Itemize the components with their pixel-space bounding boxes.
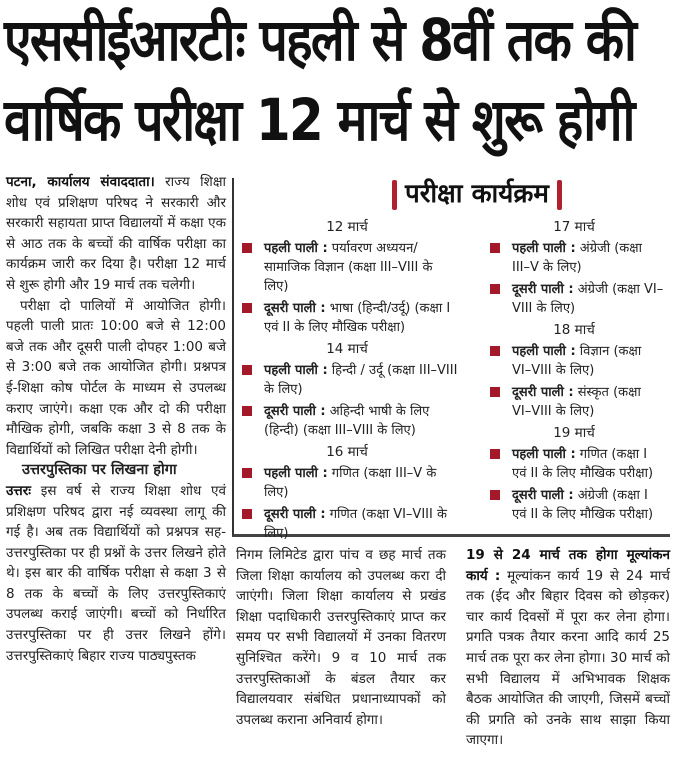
bullet-square-icon <box>242 365 252 375</box>
bullet-square-icon <box>490 449 500 459</box>
shift-label: पहली पाली : <box>264 241 328 256</box>
shift-label: दूसरी पाली : <box>264 507 326 522</box>
schedule-item: दूसरी पाली : भाषा (हिन्दी/उर्दू) (कक्षा … <box>236 299 458 337</box>
exam-schedule-box: परीक्षा कार्यक्रम 12 मार्च पहली पाली : पर… <box>232 178 670 541</box>
shift-subject: गणित (कक्षा I एवं II के लिए मौखिक परीक्ष… <box>512 447 654 481</box>
subheading-answer-sheet: उत्तरपुस्तिका पर लिखना होगा <box>22 462 177 479</box>
schedule-date: 16 मार्च <box>326 444 368 460</box>
bullet-square-icon <box>490 243 500 253</box>
shift-subject: हिन्दी / उर्दू (कक्षा III–VIII के लिए) <box>264 363 458 397</box>
shift-subject: अंग्रेजी (कक्षा III–V के लिए) <box>512 241 642 275</box>
schedule-column-left: 12 मार्च पहली पाली : पर्यावरण अध्ययन/सामा… <box>236 216 458 546</box>
shift-subject: पर्यावरण अध्ययन/सामाजिक विज्ञान (कक्षा I… <box>264 241 433 294</box>
accent-bar <box>392 179 397 210</box>
shift-subject: अंग्रेजी (कक्षा I एवं II के लिए मौखिक पर… <box>512 488 654 522</box>
schedule-item: पहली पाली : गणित (कक्षा I एवं II के लिए … <box>484 445 664 483</box>
bullet-square-icon <box>490 387 500 397</box>
bullet-square-icon <box>242 509 252 519</box>
middle-column: निगम लिमिटेड द्वारा पांच व छह मार्च तक ज… <box>236 545 446 730</box>
shift-subject: संस्कृत (कक्षा VI–VIII के लिए) <box>512 385 641 419</box>
schedule-column-right: 17 मार्च पहली पाली : अंग्रेजी (कक्षा III–… <box>484 216 664 527</box>
paragraph-distribution: निगम लिमिटेड द्वारा पांच व छह मार्च तक ज… <box>236 547 446 728</box>
paragraph-evaluation: 19 से 24 मार्च तक होगा मूल्यांकन कार्य :… <box>466 547 670 749</box>
shift-label: दूसरी पाली : <box>264 404 326 419</box>
bullet-square-icon <box>490 346 500 356</box>
shift-subject: गणित (कक्षा III–V के लिए) <box>264 466 437 500</box>
shift-subject: गणित (कक्षा VI–VIII के लिए) <box>264 507 447 541</box>
schedule-item: दूसरी पाली : संस्कृत (कक्षा VI–VIII के ल… <box>484 383 664 421</box>
evaluation-heading: 19 से 24 मार्च तक होगा मूल्यांकन कार्य : <box>466 547 670 584</box>
shift-subject: विज्ञान (कक्षा VI–VIII के लिए) <box>512 344 642 378</box>
paragraph-intro: पटना, कार्यालय संवाददाता। राज्य शिक्षा श… <box>6 174 227 293</box>
bullet-square-icon <box>242 303 252 313</box>
schedule-item: दूसरी पाली : अहिन्दी भाषी के लिए (हिन्दी… <box>236 402 458 440</box>
bullet-square-icon <box>490 284 500 294</box>
shift-label: पहली पाली : <box>512 241 576 256</box>
shift-label: दूसरी पाली : <box>264 301 326 316</box>
left-column: पटना, कार्यालय संवाददाता। राज्य शिक्षा श… <box>6 172 226 666</box>
schedule-item: पहली पाली : हिन्दी / उर्दू (कक्षा III–VI… <box>236 361 458 399</box>
schedule-date: 18 मार्च <box>553 322 595 338</box>
shift-label: दूसरी पाली : <box>512 385 574 400</box>
accent-bar <box>556 179 562 210</box>
paragraph-answer-sheet: उत्तरः इस वर्ष से राज्य शिक्षा शोध एवं प… <box>6 482 226 664</box>
bullet-square-icon <box>242 468 252 478</box>
right-column: 19 से 24 मार्च तक होगा मूल्यांकन कार्य :… <box>466 545 670 751</box>
dateline: पटना, कार्यालय संवाददाता। <box>6 174 155 190</box>
schedule-date: 17 मार्च <box>553 219 595 235</box>
schedule-date: 14 मार्च <box>326 341 368 357</box>
shift-label: पहली पाली : <box>264 363 328 378</box>
schedule-title: परीक्षा कार्यक्रम <box>384 174 570 210</box>
shift-label: दूसरी पाली : <box>512 488 574 503</box>
headline-line-2: वार्षिक परीक्षा 12 मार्च से शुरू होगी <box>4 86 635 154</box>
shift-subject: अंग्रेजी (कक्षा VI–VIII के लिए) <box>512 282 664 316</box>
schedule-item: पहली पाली : अंग्रेजी (कक्षा III–V के लिए… <box>484 239 664 277</box>
bullet-square-icon <box>490 490 500 500</box>
paragraph-shifts: परीक्षा दो पालियों में आयोजित होगी। पहली… <box>6 297 226 458</box>
headline-line-1: एससीईआरटीः पहली से 8वीं तक की <box>4 6 637 74</box>
shift-label: दूसरी पाली : <box>512 282 574 297</box>
shift-subject: अहिन्दी भाषी के लिए (हिन्दी) (कक्षा III–… <box>264 404 430 438</box>
shift-label: पहली पाली : <box>512 447 576 462</box>
bullet-square-icon <box>242 243 252 253</box>
headline: एससीईआरटीः पहली से 8वीं तक की वार्षिक पर… <box>4 0 637 160</box>
bullet-square-icon <box>242 406 252 416</box>
schedule-item: दूसरी पाली : अंग्रेजी (कक्षा I एवं II के… <box>484 486 664 524</box>
schedule-date: 19 मार्च <box>553 425 595 441</box>
schedule-item: दूसरी पाली : अंग्रेजी (कक्षा VI–VIII के … <box>484 280 664 318</box>
schedule-item: पहली पाली : गणित (कक्षा III–V के लिए) <box>236 464 458 502</box>
schedule-item: दूसरी पाली : गणित (कक्षा VI–VIII के लिए) <box>236 505 458 543</box>
shift-label: पहली पाली : <box>512 344 576 359</box>
shift-label: पहली पाली : <box>264 466 328 481</box>
schedule-date: 12 मार्च <box>326 219 368 235</box>
shift-subject: भाषा (हिन्दी/उर्दू) (कक्षा I एवं II के ल… <box>264 301 451 335</box>
schedule-item: पहली पाली : विज्ञान (कक्षा VI–VIII के लि… <box>484 342 664 380</box>
schedule-item: पहली पाली : पर्यावरण अध्ययन/सामाजिक विज्… <box>236 239 458 296</box>
